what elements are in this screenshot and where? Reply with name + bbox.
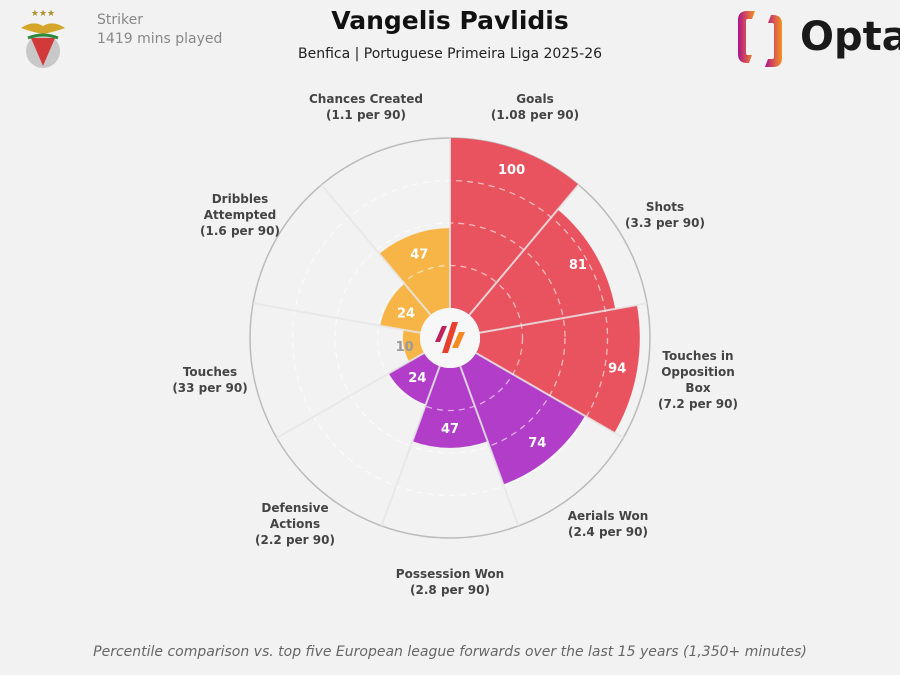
value-label-4: 47 bbox=[441, 422, 459, 437]
category-stat: (1.1 per 90) bbox=[326, 108, 406, 122]
club-crest: ★★★ bbox=[18, 6, 68, 76]
category-name: Defensive Actions bbox=[261, 501, 329, 531]
footnote: Percentile comparison vs. top five Europ… bbox=[93, 644, 807, 660]
value-label-0: 100 bbox=[498, 163, 525, 178]
category-stat: (7.2 per 90) bbox=[658, 397, 738, 411]
wedge-2 bbox=[475, 305, 640, 433]
category-stat: (1.6 per 90) bbox=[200, 224, 280, 238]
category-name: Chances Created bbox=[309, 92, 423, 106]
category-label-1: Shots (3.3 per 90) bbox=[595, 199, 735, 231]
player-info: Striker 1419 mins played bbox=[97, 11, 222, 49]
category-name: Goals bbox=[516, 92, 554, 106]
divider-1 bbox=[468, 184, 580, 316]
category-label-8: Chances Created (1.1 per 90) bbox=[296, 91, 436, 123]
page-title: Vangelis Pavlidis bbox=[331, 6, 569, 35]
category-name: Shots bbox=[645, 200, 685, 214]
category-label-5: Defensive Actions (2.2 per 90) bbox=[225, 500, 365, 548]
category-name: Dribbles Attempted bbox=[203, 192, 277, 222]
value-label-1: 81 bbox=[569, 258, 587, 273]
opta-logo bbox=[735, 8, 785, 74]
category-name: Touches bbox=[182, 365, 238, 379]
wedge-0 bbox=[450, 138, 579, 316]
category-name: Touches in Opposition Box bbox=[661, 349, 735, 395]
wedge-4 bbox=[412, 366, 488, 448]
wedge-8 bbox=[379, 228, 450, 316]
category-stat: (2.4 per 90) bbox=[568, 525, 648, 539]
category-label-6: Touches (33 per 90) bbox=[140, 364, 280, 396]
category-stat: (3.3 per 90) bbox=[625, 216, 705, 230]
category-name: Possession Won bbox=[395, 567, 505, 581]
value-label-6: 10 bbox=[396, 340, 414, 355]
wedge-6 bbox=[403, 329, 425, 362]
value-label-8: 47 bbox=[410, 248, 428, 263]
wedge-1 bbox=[469, 209, 616, 333]
value-label-5: 24 bbox=[408, 371, 426, 386]
value-label-3: 74 bbox=[528, 436, 546, 451]
opta-wordmark: Opta bbox=[800, 14, 900, 60]
category-name: Aerials Won bbox=[567, 509, 649, 523]
category-stat: (2.8 per 90) bbox=[410, 583, 490, 597]
svg-text:★★★: ★★★ bbox=[31, 9, 55, 19]
divider-4 bbox=[459, 365, 520, 527]
category-stat: (2.2 per 90) bbox=[255, 533, 335, 547]
category-stat: (1.08 per 90) bbox=[490, 108, 580, 122]
category-label-4: Possession Won (2.8 per 90) bbox=[380, 566, 520, 598]
player-position: Striker bbox=[97, 12, 143, 28]
category-label-0: Goals (1.08 per 90) bbox=[465, 91, 605, 123]
divider-2 bbox=[479, 302, 648, 334]
divider-5 bbox=[380, 365, 441, 527]
minutes-played: 1419 mins played bbox=[97, 31, 223, 47]
center-logo-icon bbox=[435, 322, 465, 353]
wedge-7 bbox=[380, 283, 431, 333]
divider-6 bbox=[276, 352, 425, 439]
category-label-7: Dribbles Attempted (1.6 per 90) bbox=[170, 191, 310, 239]
divider-8 bbox=[320, 184, 432, 316]
category-label-3: Aerials Won (2.4 per 90) bbox=[538, 508, 678, 540]
page-subtitle: Benfica | Portuguese Primeira Liga 2025-… bbox=[297, 46, 603, 62]
divider-7 bbox=[252, 302, 421, 334]
category-label-2: Touches in Opposition Box (7.2 per 90) bbox=[628, 348, 768, 412]
value-label-2: 94 bbox=[608, 361, 626, 376]
divider-3 bbox=[475, 352, 624, 439]
wedge-5 bbox=[388, 353, 440, 405]
value-label-7: 24 bbox=[397, 307, 415, 322]
category-stat: (33 per 90) bbox=[172, 381, 248, 395]
